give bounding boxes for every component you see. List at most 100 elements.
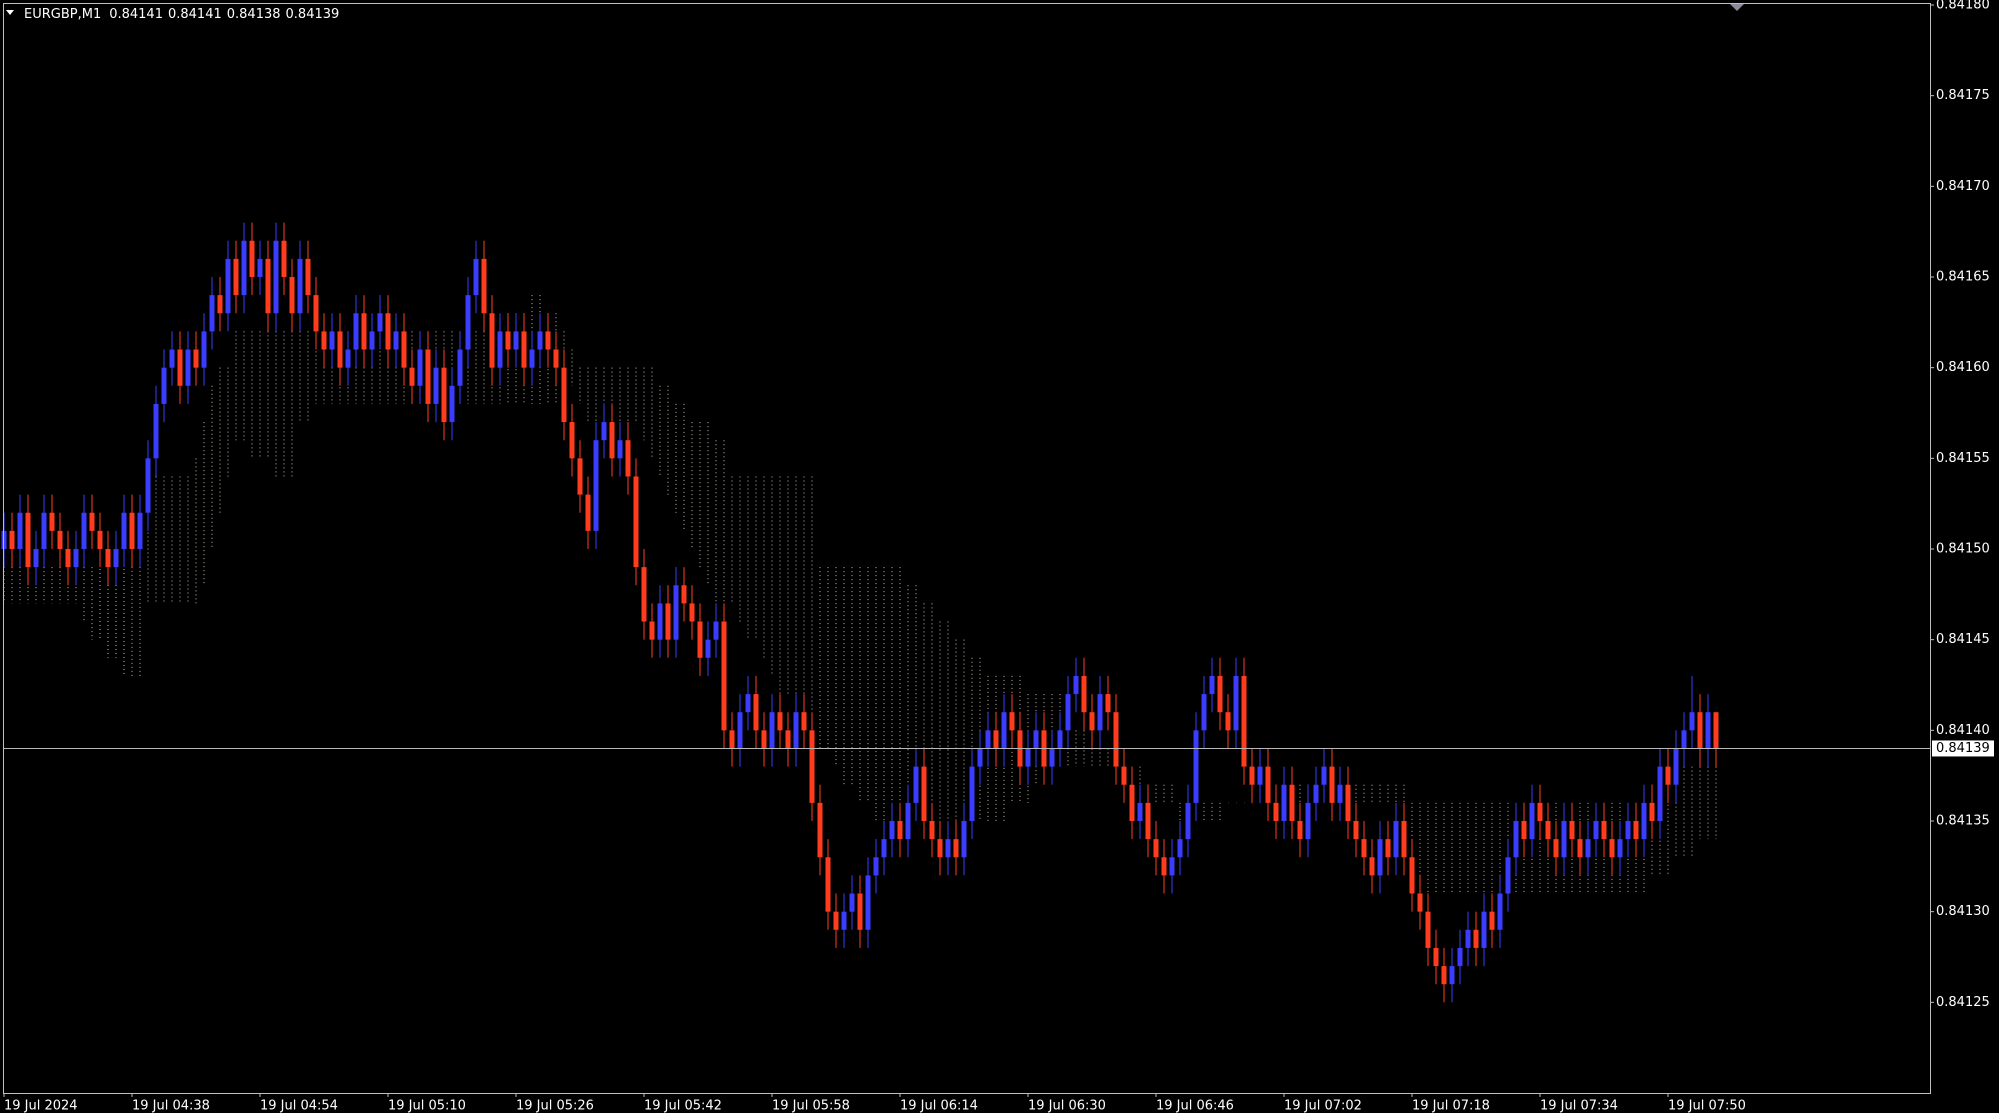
candle-body: [729, 730, 735, 749]
candle-body: [1057, 730, 1063, 749]
candle-body: [1097, 694, 1103, 731]
candle-body: [1137, 802, 1143, 821]
candle-body: [89, 512, 95, 531]
candle-body: [1129, 784, 1135, 821]
chart-header: EURGBP,M1 0.84141 0.84141 0.84138 0.84139: [24, 7, 339, 22]
candle-body: [185, 349, 191, 386]
candle-body: [1529, 802, 1535, 840]
candle-body: [201, 331, 207, 368]
candle-body: [1457, 947, 1463, 967]
candle-body: [777, 712, 783, 731]
candle-body: [665, 603, 671, 640]
candle-body: [585, 494, 591, 531]
candle-body: [169, 349, 175, 368]
x-tick-label: 19 Jul 07:18: [1412, 1099, 1490, 1113]
candle-body: [745, 694, 751, 713]
candle-body: [921, 766, 927, 821]
candle-body: [1657, 766, 1663, 821]
candle-body: [81, 512, 87, 549]
candle-body: [617, 440, 623, 459]
candle-body: [913, 766, 919, 803]
candle-body: [1473, 929, 1479, 948]
candle-body: [449, 385, 455, 423]
candle-body: [145, 458, 151, 513]
x-tick-label: 19 Jul 07:34: [1540, 1099, 1618, 1113]
candle-body: [1513, 821, 1519, 858]
candle-body: [457, 349, 463, 386]
candle-body: [945, 839, 951, 858]
candle-body: [361, 313, 367, 350]
candle-body: [273, 240, 279, 314]
candle-body: [1289, 784, 1295, 821]
candle-body: [1425, 911, 1431, 948]
y-tick-label: 0.84170: [1936, 179, 1990, 194]
candle-body: [857, 893, 863, 930]
candle-body: [1641, 802, 1647, 840]
candle-body: [1369, 857, 1375, 876]
candle-body: [737, 712, 743, 749]
candle-body: [1713, 712, 1719, 749]
candle-body: [833, 911, 839, 930]
candle-body: [57, 530, 63, 549]
candle-body: [41, 512, 47, 549]
candle-body: [1313, 784, 1319, 803]
candle-body: [569, 422, 575, 459]
candle-body: [753, 694, 759, 731]
candle-body: [241, 240, 247, 296]
candle-body: [1585, 839, 1591, 858]
candle-body: [785, 730, 791, 749]
candle-body: [297, 258, 303, 314]
candle-body: [1025, 748, 1031, 767]
y-tick-label: 0.84165: [1936, 270, 1990, 285]
candle-body: [521, 331, 527, 368]
candle-body: [217, 295, 223, 314]
candle-body: [1049, 748, 1055, 767]
candle-body: [505, 331, 511, 350]
candle-body: [161, 367, 167, 404]
candle-body: [121, 512, 127, 549]
candle-body: [377, 313, 383, 332]
candle-body: [481, 258, 487, 314]
candle-body: [841, 911, 847, 930]
y-tick-label: 0.84150: [1936, 542, 1990, 557]
candle-body: [825, 857, 831, 912]
candle-body: [937, 839, 943, 858]
candle-body: [1617, 839, 1623, 858]
candle-body: [257, 258, 263, 277]
candle-body: [105, 549, 111, 568]
candle-body: [969, 766, 975, 821]
candle-body: [1385, 839, 1391, 858]
candle-body: [1681, 730, 1687, 749]
candle-body: [137, 512, 143, 549]
shift-marker[interactable]: [1730, 4, 1744, 11]
x-tick-label: 19 Jul 05:26: [516, 1099, 594, 1113]
collapse-arrow[interactable]: [6, 10, 14, 15]
candle-body: [929, 821, 935, 840]
candle-body: [881, 839, 887, 858]
x-tick-label: 19 Jul 06:30: [1028, 1099, 1106, 1113]
x-tick-label: 19 Jul 04:54: [260, 1099, 338, 1113]
candle-body: [25, 512, 31, 568]
candle-body: [1497, 893, 1503, 930]
candle-body: [1441, 966, 1447, 985]
candle-body: [1209, 675, 1215, 695]
price-label-box: [1932, 740, 1994, 757]
candle-body: [33, 549, 39, 568]
candle-body: [1297, 821, 1303, 840]
x-tick-label: 19 Jul 05:42: [644, 1099, 722, 1113]
candle-body: [793, 712, 799, 749]
candle-body: [1257, 766, 1263, 785]
ohlc-open: 0.84141: [109, 7, 163, 22]
candle-body: [529, 349, 535, 368]
candle-body: [1169, 857, 1175, 876]
candle-body: [1561, 821, 1567, 858]
x-tick-label: 19 Jul 06:14: [900, 1099, 978, 1113]
candle-body: [1225, 712, 1231, 731]
candle-body: [1241, 675, 1247, 767]
candle-body: [1217, 675, 1223, 713]
candle-body: [1345, 784, 1351, 821]
candle-body: [1601, 821, 1607, 840]
candle-body: [1377, 839, 1383, 876]
candle-body: [1281, 784, 1287, 821]
